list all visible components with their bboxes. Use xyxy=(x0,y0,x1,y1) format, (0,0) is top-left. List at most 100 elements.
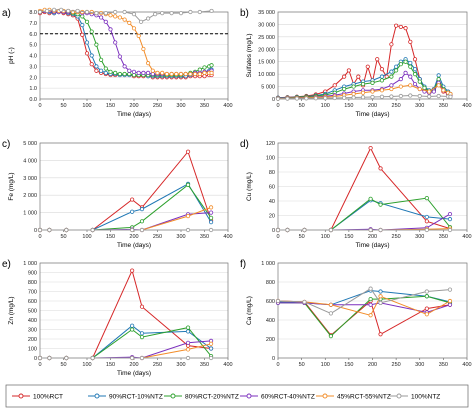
data-point xyxy=(139,355,145,361)
data-point xyxy=(183,71,188,77)
y-tick-label: 5 000 xyxy=(23,141,37,147)
y-tick-label: 80 xyxy=(269,170,275,176)
data-point xyxy=(99,68,104,73)
y-tick-label: 400 xyxy=(28,318,37,324)
y-tick-label: 500 xyxy=(28,309,37,315)
legend-swatch-marker xyxy=(246,393,252,399)
data-point xyxy=(389,69,394,74)
data-point xyxy=(94,42,99,47)
y-tick-label: 800 xyxy=(266,280,275,286)
series-line-90rct-10ntz xyxy=(40,183,212,231)
data-point xyxy=(47,355,52,361)
plot-frame xyxy=(277,262,468,359)
y-tick-label: 600 xyxy=(28,299,37,305)
data-point xyxy=(422,85,427,90)
series-line-80rct-20ntz xyxy=(40,184,212,231)
data-point xyxy=(117,71,123,77)
data-point xyxy=(174,71,179,77)
data-point xyxy=(122,64,127,69)
data-point xyxy=(379,78,385,83)
data-point xyxy=(122,71,127,77)
data-point xyxy=(417,93,422,99)
data-point xyxy=(378,166,383,171)
data-point xyxy=(427,89,432,94)
data-point xyxy=(122,17,127,22)
data-point xyxy=(370,80,375,85)
x-tick-label: 50 xyxy=(60,362,66,368)
y-tick-label: 20 xyxy=(269,214,275,220)
data-point xyxy=(403,26,408,31)
series-line-100rct xyxy=(40,150,212,231)
data-point xyxy=(131,69,137,74)
data-point xyxy=(208,205,214,210)
data-point xyxy=(185,182,191,187)
data-point xyxy=(139,207,145,212)
data-point xyxy=(197,71,202,77)
y-tick-label: 700 xyxy=(28,290,37,296)
data-point xyxy=(378,300,383,305)
y-tick-label: 0.0 xyxy=(29,97,37,103)
data-point xyxy=(408,39,413,44)
data-point xyxy=(155,70,160,76)
panel-label: d) xyxy=(240,139,249,150)
data-point xyxy=(378,202,383,207)
chart-panel-c: 0 1 000 2 000 3 000 4 000 5 000 0 50 100 150 200 25… xyxy=(2,139,233,249)
y-tick-label: 200 xyxy=(266,337,275,343)
data-point xyxy=(185,347,191,352)
y-tick-label: 5.0 xyxy=(29,43,37,49)
panel-label: a) xyxy=(2,8,11,19)
data-point xyxy=(108,69,113,74)
data-point xyxy=(59,7,64,12)
data-point xyxy=(113,9,118,15)
data-point xyxy=(103,19,108,24)
data-point xyxy=(202,65,207,70)
y-tick-label: 60 xyxy=(269,185,275,191)
data-point xyxy=(208,227,214,233)
y-tick-label: 300 xyxy=(28,328,37,334)
data-point xyxy=(164,71,169,77)
x-tick-label: 350 xyxy=(200,234,209,240)
data-point xyxy=(84,9,90,15)
x-tick-label: 100 xyxy=(321,234,330,240)
y-tick-label: 4 000 xyxy=(23,158,37,164)
legend-entry: 100%RCT xyxy=(33,394,63,401)
chart-panel-e: 0 100 200 300 400 500 600 700 800 900 1 000 0 50 100 1… xyxy=(2,259,233,377)
data-point xyxy=(378,227,383,233)
data-point xyxy=(131,26,137,31)
y-tick-label: 8.0 xyxy=(29,10,37,16)
x-tick-label: 400 xyxy=(462,362,471,368)
x-tick-label: 350 xyxy=(200,103,209,109)
x-tick-label: 50 xyxy=(299,234,305,240)
data-point xyxy=(130,327,135,332)
plot-frame xyxy=(39,11,229,100)
y-tick-label: 35 000 xyxy=(258,10,275,16)
legend-entry: 45%RCT-55%NTZ xyxy=(337,394,391,401)
data-point xyxy=(146,16,151,21)
y-axis-label: Fe (mg/L) xyxy=(8,172,15,200)
y-tick-label: 1.0 xyxy=(29,86,37,92)
data-point xyxy=(424,214,429,220)
y-tick-label: 0 xyxy=(34,228,37,234)
data-point xyxy=(138,19,144,24)
legend-frame xyxy=(5,384,469,408)
data-point xyxy=(113,40,118,45)
x-tick-label: 0 xyxy=(38,234,41,240)
data-point xyxy=(275,227,281,233)
data-point xyxy=(89,62,94,67)
data-point xyxy=(130,323,135,328)
data-point xyxy=(304,96,309,101)
y-tick-label: 40 xyxy=(269,199,275,205)
x-tick-label: 250 xyxy=(392,103,401,109)
data-point xyxy=(431,89,437,94)
data-point xyxy=(403,59,408,64)
data-point xyxy=(447,302,453,307)
data-point xyxy=(436,83,441,88)
x-tick-label: 250 xyxy=(153,362,162,368)
data-point xyxy=(328,334,334,339)
data-point xyxy=(153,12,158,17)
data-point xyxy=(94,10,99,16)
data-point xyxy=(447,298,453,304)
data-point xyxy=(375,57,380,62)
data-point xyxy=(424,312,429,317)
data-point xyxy=(169,10,174,16)
